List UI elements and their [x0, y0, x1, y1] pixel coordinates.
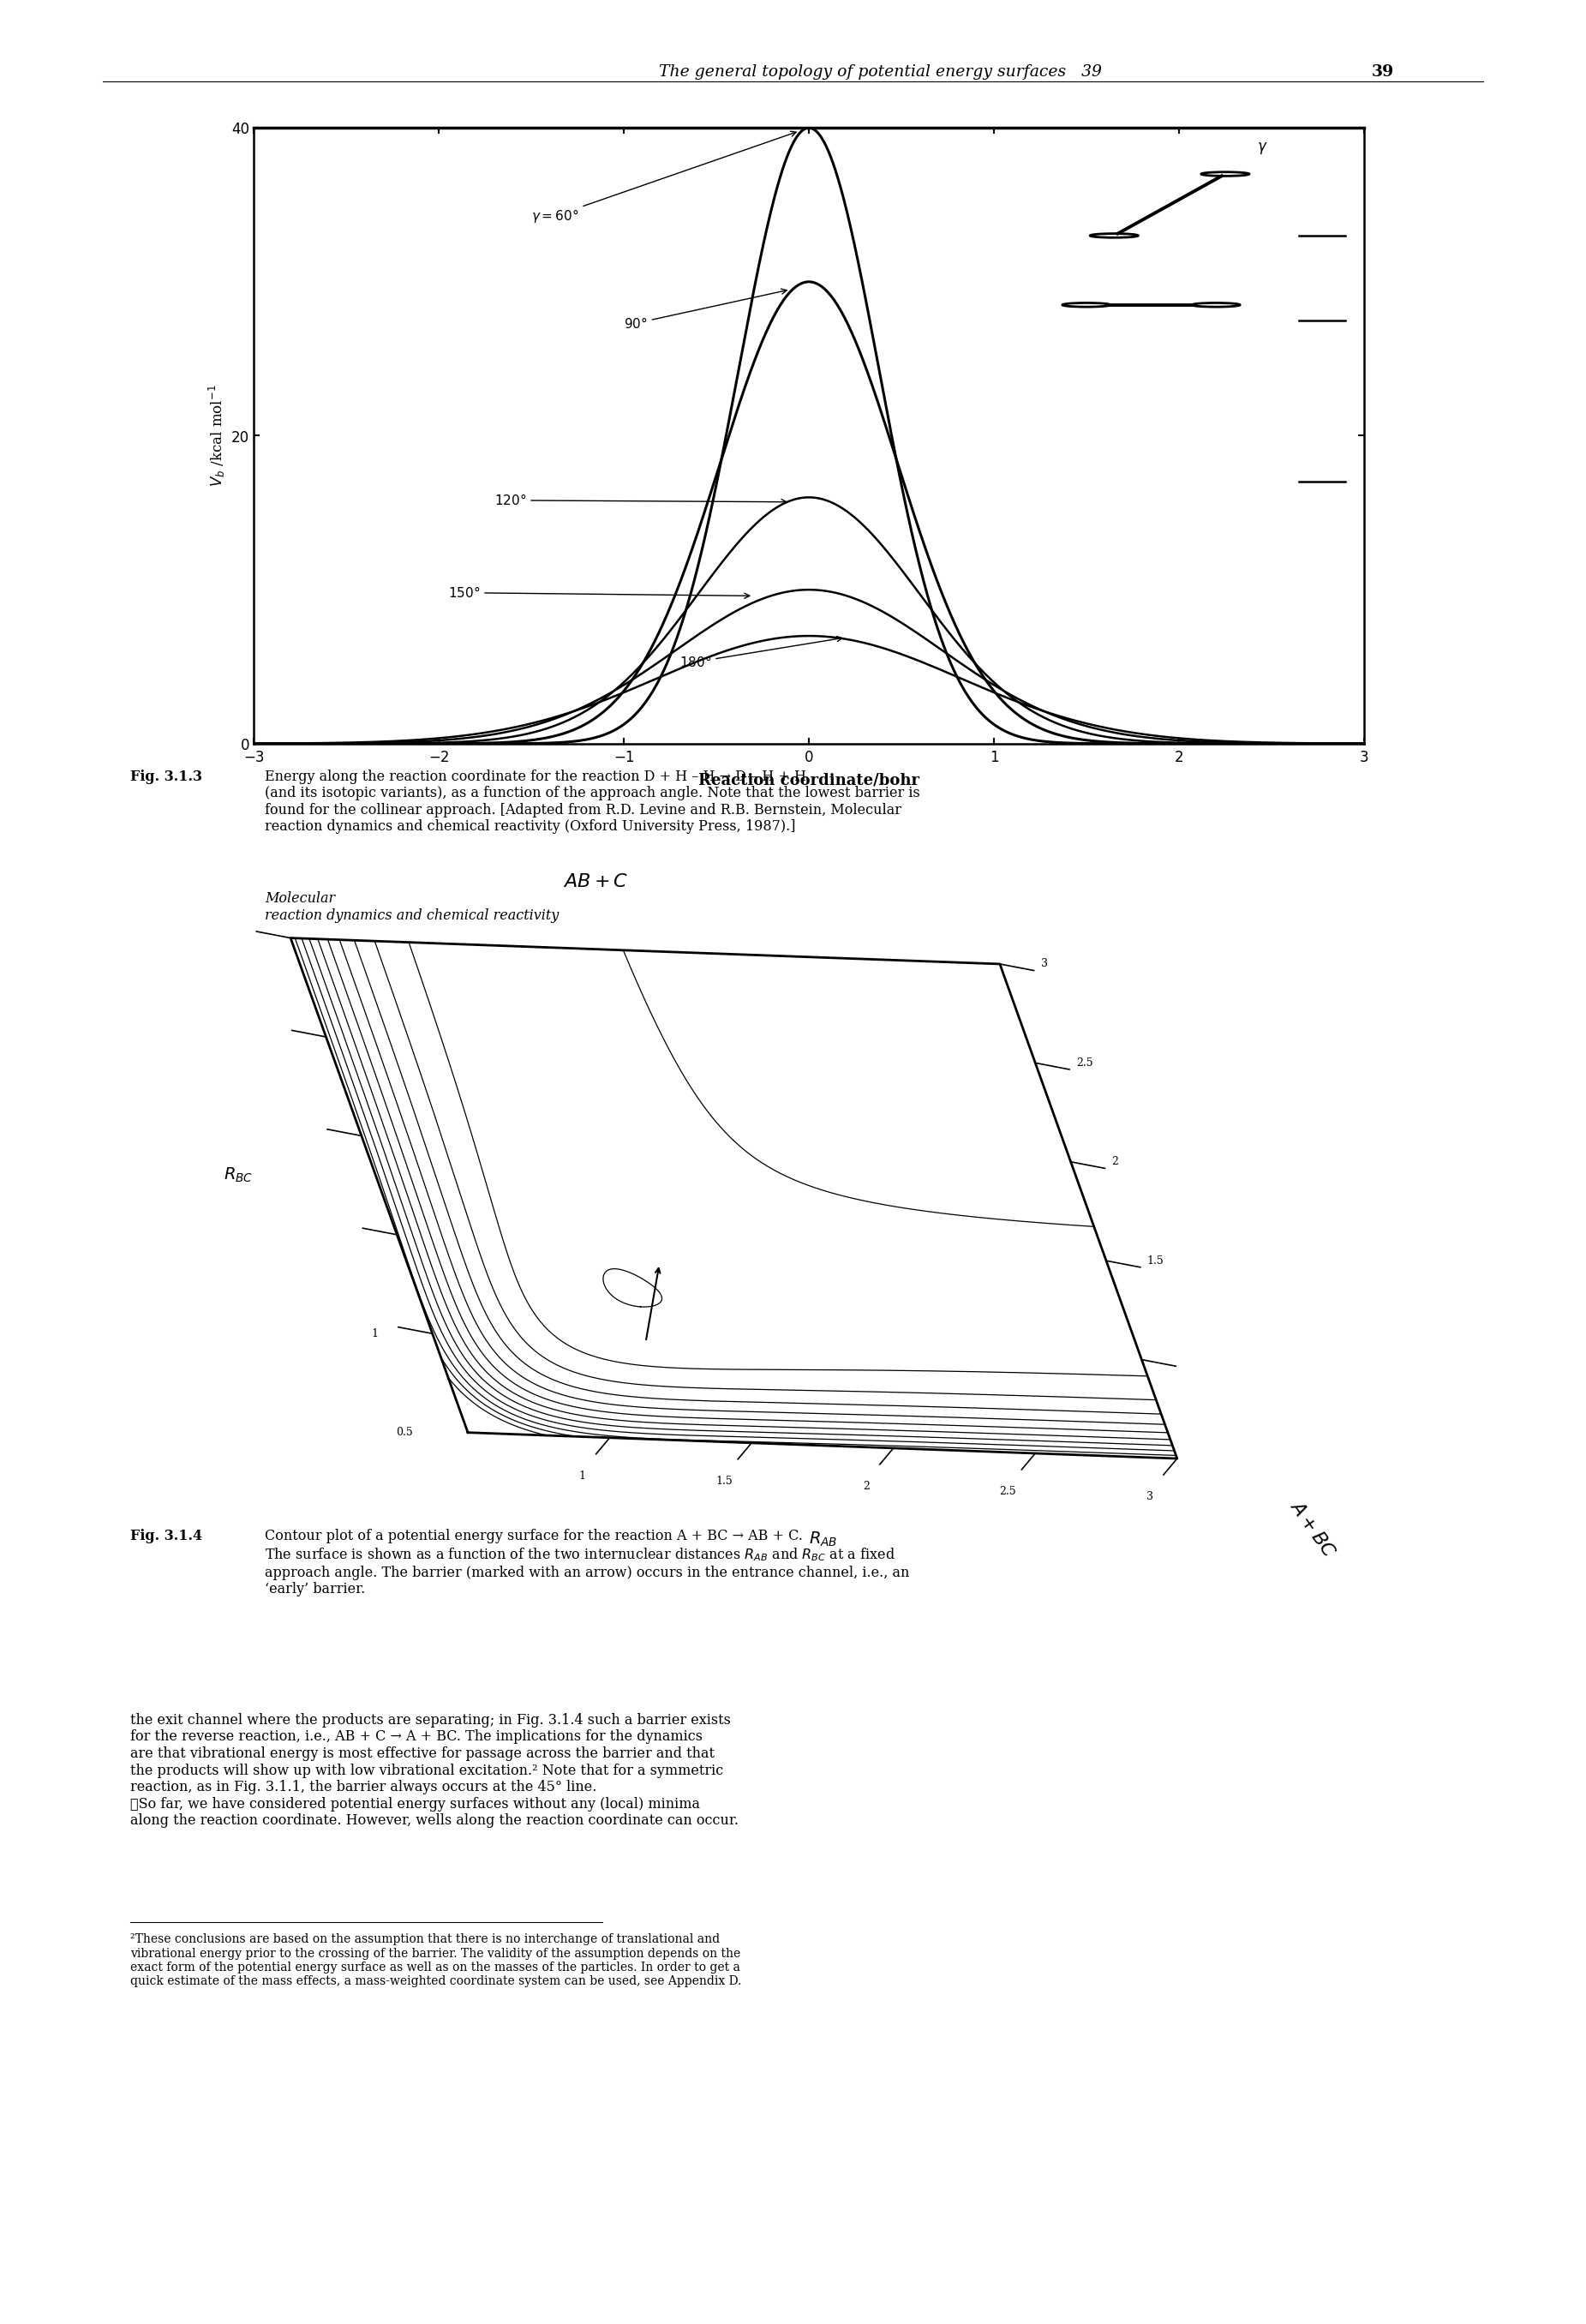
Text: $R_{AB}$: $R_{AB}$	[809, 1532, 837, 1548]
Text: the exit channel where the products are separating; in Fig. 3.1.4 such a barrier: the exit channel where the products are …	[130, 1713, 739, 1829]
Text: 1.5: 1.5	[715, 1476, 733, 1487]
Text: ²These conclusions are based on the assumption that there is no interchange of t: ²These conclusions are based on the assu…	[130, 1934, 741, 1987]
Text: $\gamma$: $\gamma$	[1256, 142, 1267, 156]
Text: The general topology of potential energy surfaces   39: The general topology of potential energy…	[658, 63, 1102, 79]
Text: $150°$: $150°$	[447, 586, 750, 600]
Text: $180°$: $180°$	[679, 637, 842, 669]
Text: 3: 3	[1147, 1492, 1153, 1501]
Text: 0.5: 0.5	[396, 1427, 414, 1439]
Text: 1: 1	[579, 1471, 585, 1480]
Text: 2: 2	[1112, 1157, 1118, 1167]
Text: 39: 39	[1372, 63, 1394, 79]
X-axis label: Reaction coordinate/bohr: Reaction coordinate/bohr	[698, 772, 920, 788]
Text: $90°$: $90°$	[623, 288, 787, 330]
Text: Molecular
reaction dynamics and chemical reactivity: Molecular reaction dynamics and chemical…	[265, 890, 558, 923]
Text: $A + BC$: $A + BC$	[1286, 1497, 1339, 1562]
Text: $AB + C$: $AB + C$	[563, 872, 628, 890]
Text: Contour plot of a potential energy surface for the reaction A + BC → AB + C.
The: Contour plot of a potential energy surfa…	[265, 1529, 909, 1597]
Text: Fig. 3.1.4: Fig. 3.1.4	[130, 1529, 201, 1543]
Text: Fig. 3.1.3: Fig. 3.1.3	[130, 769, 201, 783]
Text: 1.5: 1.5	[1147, 1255, 1164, 1267]
Text: 2.5: 2.5	[1077, 1057, 1093, 1069]
Text: Energy along the reaction coordinate for the reaction D + H – H → D – H + H
(and: Energy along the reaction coordinate for…	[265, 769, 920, 834]
Text: $120°$: $120°$	[495, 493, 787, 507]
Text: 3: 3	[1040, 957, 1048, 969]
Text: $\gamma = 60°$: $\gamma = 60°$	[531, 132, 796, 225]
Text: 2: 2	[863, 1480, 869, 1492]
Y-axis label: $V_b$ /kcal mol$^{-1}$: $V_b$ /kcal mol$^{-1}$	[206, 383, 227, 488]
Text: 1: 1	[371, 1327, 377, 1339]
Text: 2.5: 2.5	[999, 1485, 1017, 1497]
Text: $R_{BC}$: $R_{BC}$	[224, 1167, 252, 1185]
